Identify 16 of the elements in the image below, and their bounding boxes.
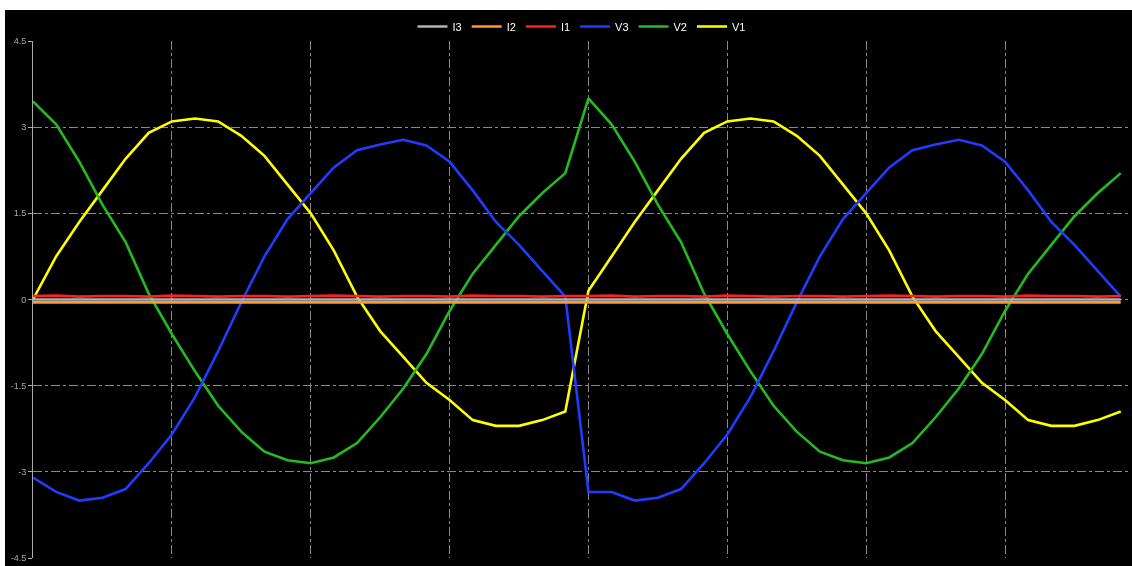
y-tick-label: 4.5 (13, 36, 27, 47)
line-series (33, 97, 1123, 465)
y-tick-label: -4.5 (10, 553, 27, 564)
y-tick-label: 0 (21, 294, 27, 305)
y-tick-label: -1.5 (10, 380, 27, 391)
y-tick-label: -3 (18, 466, 27, 477)
legend-label: I1 (560, 20, 571, 33)
legend-label: V1 (732, 20, 746, 33)
line-series (33, 138, 1123, 502)
legend-label: V2 (673, 20, 687, 33)
y-tick-label: 1.5 (13, 208, 27, 219)
legend-label: I2 (506, 20, 516, 33)
y-tick-label: 3 (21, 122, 27, 133)
legend-label: I3 (452, 20, 462, 33)
line-series (33, 117, 1123, 428)
legend-label: V3 (615, 20, 629, 33)
